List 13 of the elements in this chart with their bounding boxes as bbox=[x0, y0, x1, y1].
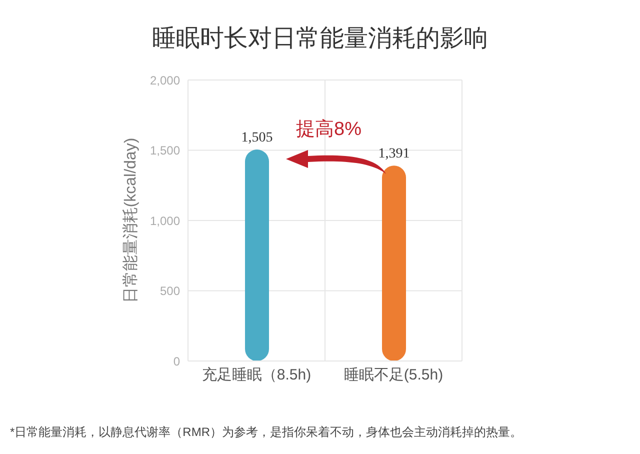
data-label: 1,505 bbox=[241, 130, 273, 146]
y-tick-label: 1,500 bbox=[150, 144, 180, 158]
y-tick-label: 0 bbox=[173, 354, 180, 368]
data-label: 1,391 bbox=[378, 146, 410, 162]
y-tick-label: 1,000 bbox=[150, 214, 180, 228]
annotation: 提高8% bbox=[296, 118, 362, 142]
y-tick-label: 2,000 bbox=[150, 73, 180, 88]
text: *日常能量消耗，以静息代谢率（RMR）为参考，是指你呆着不动，身体也会主动消耗掉的热量。 bbox=[10, 424, 522, 441]
chart-title: 睡眠时长对日常能量消耗的影响 bbox=[151, 24, 489, 54]
y-tick-label: 500 bbox=[160, 284, 180, 298]
y-axis-title: 日常能量消耗(kcal/day) bbox=[122, 138, 140, 304]
x-tick-label: 充足睡眠（8.5h) bbox=[202, 366, 312, 384]
x-tick-label: 睡眠不足(5.5h) bbox=[344, 366, 444, 384]
